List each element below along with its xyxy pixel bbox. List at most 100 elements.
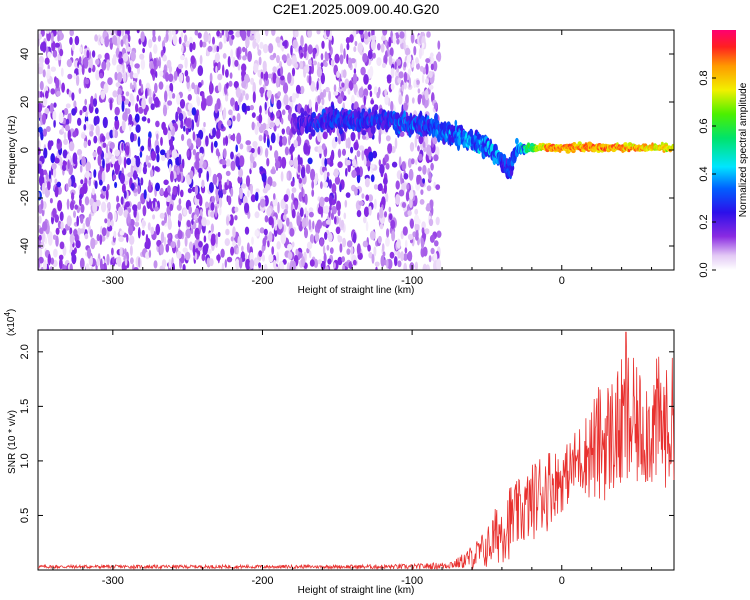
heat-cell [49,102,54,114]
heat-cell [281,156,287,169]
heat-cell [92,98,98,107]
heat-cell [101,201,107,213]
heat-cell [426,185,432,192]
heat-cell [300,125,305,135]
heat-cell [250,147,255,154]
heat-cell [362,240,368,248]
heat-cell [362,53,368,63]
heat-cell [167,218,172,230]
heat-cell [311,189,315,197]
heat-cell [44,237,48,245]
heat-cell [296,215,301,227]
heat-cell [245,93,249,101]
heat-cell [304,43,308,53]
heat-cell [61,228,67,236]
heat-cell [152,214,156,220]
heat-cell [39,80,44,91]
heat-cell [191,107,197,116]
heat-cell [134,221,140,227]
heat-cell [324,61,328,68]
heat-cell [352,259,357,266]
heat-cell [349,34,354,43]
heat-cell [43,169,48,176]
heat-cell [212,36,215,45]
heat-cell [140,145,145,152]
heat-cell [374,198,377,210]
heat-cell [281,54,287,62]
heat-cell [234,59,239,67]
heat-cell [212,173,218,185]
heat-cell [256,44,260,51]
heat-cell [230,134,236,141]
heat-cell [370,174,375,183]
heat-cell [91,187,95,196]
heat-cell [142,47,146,54]
heat-cell [54,42,60,48]
heat-cell [286,57,293,67]
heat-cell [399,131,405,137]
heat-cell [310,168,316,181]
snr-series-line [37,331,675,571]
heat-cell [395,194,401,206]
heat-cell [89,130,94,137]
heat-cell [272,72,277,84]
heat-cell [272,66,277,73]
heat-cell [409,142,415,152]
heat-cell [424,228,430,235]
heat-cell [209,258,214,267]
heat-cell [259,166,264,172]
heat-cell [172,34,178,46]
heat-cell [190,55,196,65]
heat-cell [168,149,172,155]
heat-cell [73,100,77,108]
heat-cell [172,185,177,196]
heat-cell [403,61,407,68]
heat-cell [72,152,78,165]
heat-cell [127,34,131,43]
snr-panel: -300 -200 -100 0 0.5 1.0 1.5 2.0 Height of str… [3,309,675,596]
heat-cell [258,262,262,268]
heat-cell [187,103,193,111]
heat-cell [279,261,285,270]
heat-cell [317,259,323,265]
heat-cell [104,36,110,48]
heat-cell [236,247,239,255]
heat-cell [178,213,183,222]
heat-cell [51,32,54,43]
heat-cell [327,258,332,265]
heat-cell [93,169,97,178]
heat-cell [46,72,50,80]
heat-cell [293,62,299,69]
heat-cell [180,54,185,61]
heat-cell [510,164,515,172]
heat-cell [97,54,102,60]
heat-cell [118,236,124,243]
heat-cell [53,119,56,128]
heat-cell [114,71,118,81]
heat-cell [238,168,244,178]
heat-cell [281,136,288,146]
heat-cell [299,207,304,218]
heat-cell [307,44,313,55]
heat-cell [237,63,241,71]
heat-cell [308,59,312,66]
heat-cell [425,78,429,85]
heat-cell [171,149,178,159]
heat-cell [221,159,227,166]
heat-cell [422,178,425,184]
heat-cell [276,133,280,144]
heat-cell [153,57,157,67]
heat-cell [230,97,235,107]
heat-cell [203,31,209,43]
colorbar-tick-label: 0.2 [698,214,710,229]
heat-cell [435,216,440,226]
heat-cell [39,168,45,178]
heat-cell [216,30,221,37]
heat-cell [163,126,168,136]
heat-cell [101,170,106,183]
heat-cell [390,146,396,154]
heat-cell [148,249,152,258]
heat-cell [410,32,415,44]
heat-cell [154,82,158,94]
